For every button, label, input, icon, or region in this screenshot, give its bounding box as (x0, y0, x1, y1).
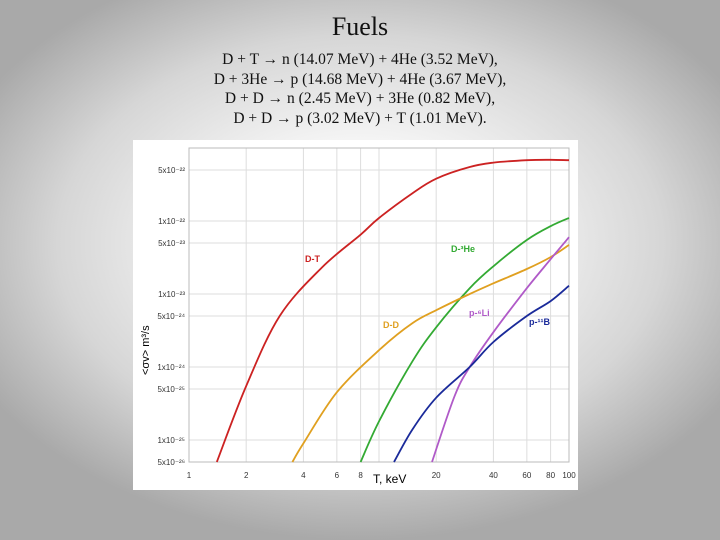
reactivity-chart: 1246810204060801005x10⁻²²1x10⁻²²5x10⁻²³1… (133, 140, 578, 490)
y-tick-label: 1x10⁻²⁴ (157, 363, 185, 372)
plot-frame (188, 147, 570, 463)
series-line-d-3he (359, 217, 570, 463)
y-tick-label: 1x10⁻²³ (158, 290, 185, 299)
series-line-p-11b (393, 285, 570, 463)
series-label-d-3he: D-³He (451, 244, 475, 254)
x-axis-label: T, keV (373, 472, 406, 486)
y-axis-label: <σv> m³/s (140, 325, 152, 375)
slide-title: Fuels (331, 12, 389, 41)
y-tick-label: 5x10⁻²³ (158, 239, 185, 248)
series-label-d-t: D-T (305, 254, 320, 264)
reaction-dt: D + T → n (14.07 MeV) + 4He (3.52 MeV), (222, 51, 498, 68)
series-label-p-6li: p-⁶Li (469, 308, 490, 318)
chart-background (133, 140, 578, 490)
x-tick-label: 100 (562, 471, 576, 480)
y-tick-label: 1x10⁻²² (158, 217, 185, 226)
series-line-p-6li (431, 236, 570, 463)
x-tick-label: 20 (432, 471, 441, 480)
y-tick-label: 5x10⁻²² (158, 166, 185, 175)
reaction-list: D + T → n (14.07 MeV) + 4He (3.52 MeV), … (0, 50, 720, 128)
series-line-d-d (291, 244, 570, 463)
y-tick-label: 5x10⁻²⁶ (157, 458, 185, 467)
chart-series (215, 158, 570, 463)
series-label-p-11b: p-¹¹B (529, 317, 550, 327)
y-tick-label: 5x10⁻²⁵ (157, 385, 185, 394)
reaction-dd-p: D + D → p (3.02 MeV) + T (1.01 MeV). (233, 109, 487, 127)
x-tick-label: 4 (301, 471, 306, 480)
series-label-d-d: D-D (383, 320, 399, 330)
x-tick-label: 1 (187, 471, 192, 480)
y-tick-label: 1x10⁻²⁵ (157, 436, 185, 445)
y-tick-label: 5x10⁻²⁴ (157, 312, 185, 321)
x-tick-label: 40 (489, 471, 498, 480)
x-tick-label: 80 (546, 471, 555, 480)
x-tick-label: 8 (358, 471, 363, 480)
x-axis-label-box (363, 467, 425, 489)
x-tick-label: 60 (522, 471, 531, 480)
x-tick-label: 2 (244, 471, 249, 480)
chart-ticks: 1246810204060801005x10⁻²²1x10⁻²²5x10⁻²³1… (157, 166, 576, 480)
reaction-dd-n: D + D → n (2.45 MeV) + 3He (0.82 MeV), (224, 90, 496, 107)
chart-grid (188, 147, 570, 463)
chart-series-labels: D-T D-³He D-D p-⁶Li p-¹¹B (305, 244, 550, 330)
x-tick-label: 6 (335, 471, 340, 480)
series-line-d-t (215, 158, 570, 463)
reaction-d3he: D + 3He → p (14.68 MeV) + 4He (3.67 MeV)… (213, 70, 507, 88)
